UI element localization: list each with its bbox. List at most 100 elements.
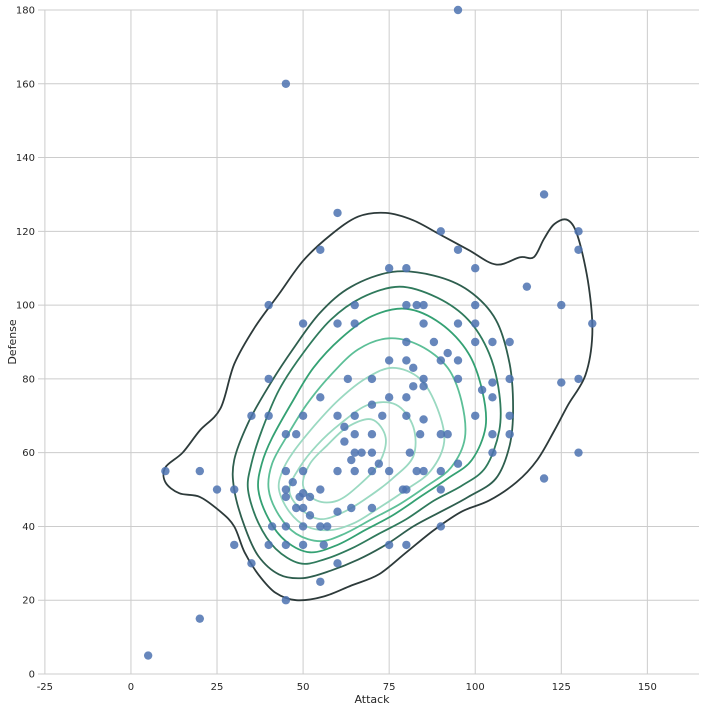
scatter-point (453, 459, 463, 468)
scatter-point (281, 79, 291, 88)
x-tick-label: 125 (552, 682, 571, 693)
kde-contour-level-1 (162, 211, 594, 602)
scatter-point (281, 466, 291, 476)
scatter-point (316, 393, 325, 402)
scatter-point (343, 374, 353, 384)
scatter-point (412, 300, 421, 310)
scatter-point (453, 374, 463, 384)
scatter-point (488, 393, 497, 402)
scatter-point (288, 477, 297, 487)
scatter-point (212, 485, 222, 494)
scatter-point (505, 430, 514, 439)
scatter-point (298, 466, 308, 476)
scatter-point (350, 300, 359, 310)
scatter-point (350, 466, 359, 476)
y-tick-label: 0 (29, 670, 35, 681)
scatter-point (333, 466, 342, 476)
scatter-point (402, 411, 411, 420)
scatter-point (247, 559, 256, 568)
scatter-point (402, 300, 411, 310)
scatter-point (384, 466, 394, 476)
scatter-point (281, 522, 291, 531)
scatter-points (143, 5, 597, 660)
scatter-point (143, 651, 153, 660)
scatter-point (471, 337, 480, 347)
scatter-point (471, 300, 480, 310)
scatter-point (378, 411, 387, 420)
kde-contour-level-4 (257, 307, 488, 554)
scatter-point (574, 448, 583, 457)
scatter-point (374, 459, 384, 468)
scatter-point (539, 474, 549, 483)
y-tick-label: 160 (16, 79, 35, 90)
x-axis-label: Attack (354, 693, 390, 706)
scatter-point (281, 485, 291, 494)
scatter-point (298, 522, 308, 531)
scatter-point (316, 522, 325, 531)
scatter-point (384, 356, 394, 365)
scatter-point (281, 596, 291, 605)
scatter-point (477, 385, 487, 395)
scatter-point (471, 319, 480, 328)
x-tick-label: 50 (297, 682, 310, 693)
scatter-point (402, 264, 411, 273)
scatter-point (357, 448, 366, 457)
scatter-point (453, 5, 463, 15)
y-tick-label: 180 (16, 6, 35, 17)
scatter-point (415, 430, 425, 439)
scatter-point (340, 437, 349, 446)
scatter-point (419, 374, 428, 384)
scatter-point (333, 559, 342, 568)
scatter-point (443, 430, 452, 439)
kde-contour-level-3 (246, 285, 502, 565)
scatter-point (419, 300, 428, 310)
scatter-point (347, 503, 356, 513)
kde-contour-level-7 (288, 401, 417, 521)
scatter-point (436, 356, 445, 365)
scatter-point (443, 348, 452, 358)
scatter-point (292, 430, 301, 439)
x-tick-labels: -25 0 25 50 75 100 125 150 (37, 682, 657, 693)
scatter-point (264, 540, 273, 550)
scatter-point (298, 503, 308, 513)
scatter-point (436, 227, 445, 236)
scatter-point (367, 400, 377, 409)
scatter-point (230, 540, 239, 550)
scatter-point (367, 466, 377, 476)
scatter-point (402, 393, 411, 402)
scatter-point (522, 282, 532, 291)
scatter-point (367, 430, 377, 439)
scatter-point (453, 319, 463, 328)
scatter-point (281, 540, 291, 550)
scatter-point (488, 337, 497, 347)
y-tick-label: 60 (22, 448, 35, 459)
scatter-point (161, 466, 170, 476)
scatter-point (264, 411, 273, 420)
scatter-point (230, 485, 239, 494)
x-tick-label: 150 (638, 682, 657, 693)
scatter-point (419, 319, 428, 328)
scatter-point (402, 356, 411, 365)
scatter-point (298, 411, 308, 420)
scatter-point (316, 245, 325, 254)
scatter-point (350, 319, 359, 328)
scatter-point (436, 485, 445, 494)
scatter-point (557, 378, 566, 387)
scatter-point (505, 374, 514, 384)
scatter-point (384, 540, 394, 550)
scatter-point (505, 411, 514, 420)
scatter-point (316, 577, 325, 586)
scatter-point (333, 411, 342, 420)
scatter-point (488, 448, 497, 457)
scatter-point (539, 190, 549, 199)
scatter-point (316, 485, 325, 494)
scatter-point (557, 300, 566, 310)
scatter-point (267, 522, 277, 531)
scatter-point (402, 485, 411, 494)
scatter-point (409, 363, 418, 373)
scatter-point (333, 208, 342, 218)
x-tick-label: 0 (128, 682, 134, 693)
scatter-point (350, 430, 359, 439)
scatter-point (333, 507, 342, 516)
